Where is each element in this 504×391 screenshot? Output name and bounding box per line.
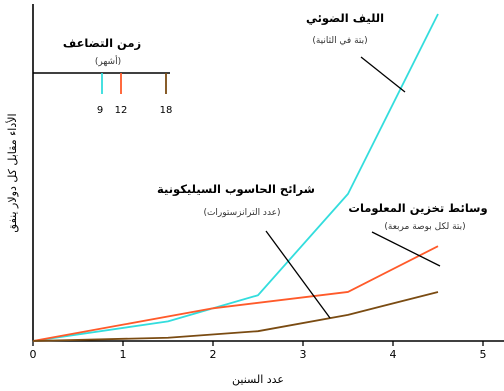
silicon-leader-line: [265, 230, 331, 319]
storage-leader-line: [371, 231, 441, 267]
x-tick-label-1: 1: [120, 348, 127, 361]
series-label-fiber: الليف الضوئي: [306, 11, 384, 26]
x-tick-label-0: 0: [30, 348, 37, 361]
series-unit-silicon: (عدد الترانزستورات): [203, 208, 280, 218]
inset-subtitle: (أشهر): [95, 55, 121, 67]
series-lines: [32, 13, 439, 342]
series-line-fiber: [32, 13, 439, 342]
inset-tick-label-9: 9: [97, 105, 103, 116]
y-axis-label: الأداء مقابل كل دولار ينفق: [5, 113, 20, 232]
series-line-silicon: [32, 291, 439, 342]
fiber-leader-line: [360, 56, 406, 93]
inset-title: زمن التضاعف: [63, 36, 141, 50]
series-unit-fiber: (بتة في الثانية): [312, 36, 367, 46]
x-tick-label-4: 4: [390, 348, 397, 361]
series-unit-storage: (بتة لكل بوصة مربعة): [384, 222, 465, 232]
series-label-storage: وسائط تخزين المعلومات: [348, 201, 487, 216]
x-tick-label-5: 5: [480, 348, 487, 361]
x-ticks: 0 1 2 3 4 5: [30, 341, 487, 361]
x-tick-label-3: 3: [300, 348, 307, 361]
series-line-storage: [32, 245, 439, 342]
doubling-time-inset: زمن التضاعف (أشهر) 9 12 18: [33, 36, 172, 116]
x-tick-label-2: 2: [210, 348, 217, 361]
x-axis-label: عدد السنين: [232, 373, 284, 386]
series-label-silicon: شرائح الحاسوب السيليكونية: [157, 182, 315, 197]
inset-tick-label-18: 18: [160, 105, 173, 116]
inset-tick-label-12: 12: [115, 105, 128, 116]
